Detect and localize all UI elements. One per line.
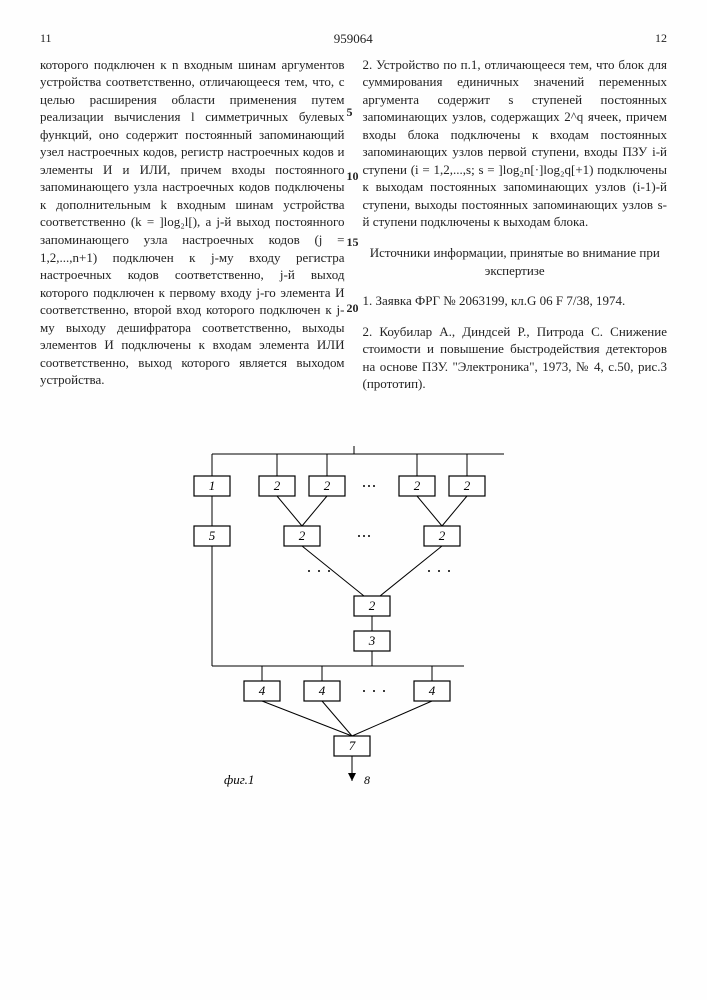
reference-2: 2. Коубилар А., Диндсей Р., Питрода С. С… [363, 323, 668, 393]
line-marker: 15 [347, 234, 359, 250]
svg-text:2: 2 [413, 478, 420, 493]
left-col-text: которого подключен к n входным шинам арг… [40, 57, 345, 388]
text-columns: которого подключен к n входным шинам арг… [40, 56, 667, 406]
reference-1: 1. Заявка ФРГ № 2063199, кл.G 06 F 7/38,… [363, 292, 668, 310]
svg-text:8: 8 [364, 773, 370, 787]
svg-text:2: 2 [438, 528, 445, 543]
svg-text:фиг.1: фиг.1 [224, 772, 254, 787]
svg-text:4: 4 [428, 683, 435, 698]
svg-text:4: 4 [318, 683, 325, 698]
line-marker: 10 [347, 168, 359, 184]
svg-text:4: 4 [258, 683, 265, 698]
page-header: 11 959064 12 [40, 30, 667, 48]
right-column: 5 10 15 20 2. Устройство по п.1, отличаю… [363, 56, 668, 406]
svg-text:2: 2 [273, 478, 280, 493]
page-number-right: 12 [655, 30, 667, 48]
line-marker: 5 [347, 104, 353, 120]
svg-text:3: 3 [367, 633, 375, 648]
svg-text:2: 2 [323, 478, 330, 493]
svg-text:1: 1 [208, 478, 215, 493]
left-column: которого подключен к n входным шинам арг… [40, 56, 345, 406]
circuit-diagram: 1 2 2 2 2 5 2 2 2 3 4 4 4 7 8 фиг.1 [164, 436, 544, 796]
document-number: 959064 [52, 30, 655, 48]
svg-text:7: 7 [348, 738, 355, 753]
svg-text:2: 2 [463, 478, 470, 493]
svg-text:2: 2 [368, 598, 375, 613]
svg-text:2: 2 [298, 528, 305, 543]
right-col-claim: 2. Устройство по п.1, отличающееся тем, … [363, 56, 668, 231]
svg-text:5: 5 [208, 528, 215, 543]
page-number-left: 11 [40, 30, 52, 48]
references-heading: Источники информации, принятые во вниман… [363, 244, 668, 279]
line-marker: 20 [347, 300, 359, 316]
